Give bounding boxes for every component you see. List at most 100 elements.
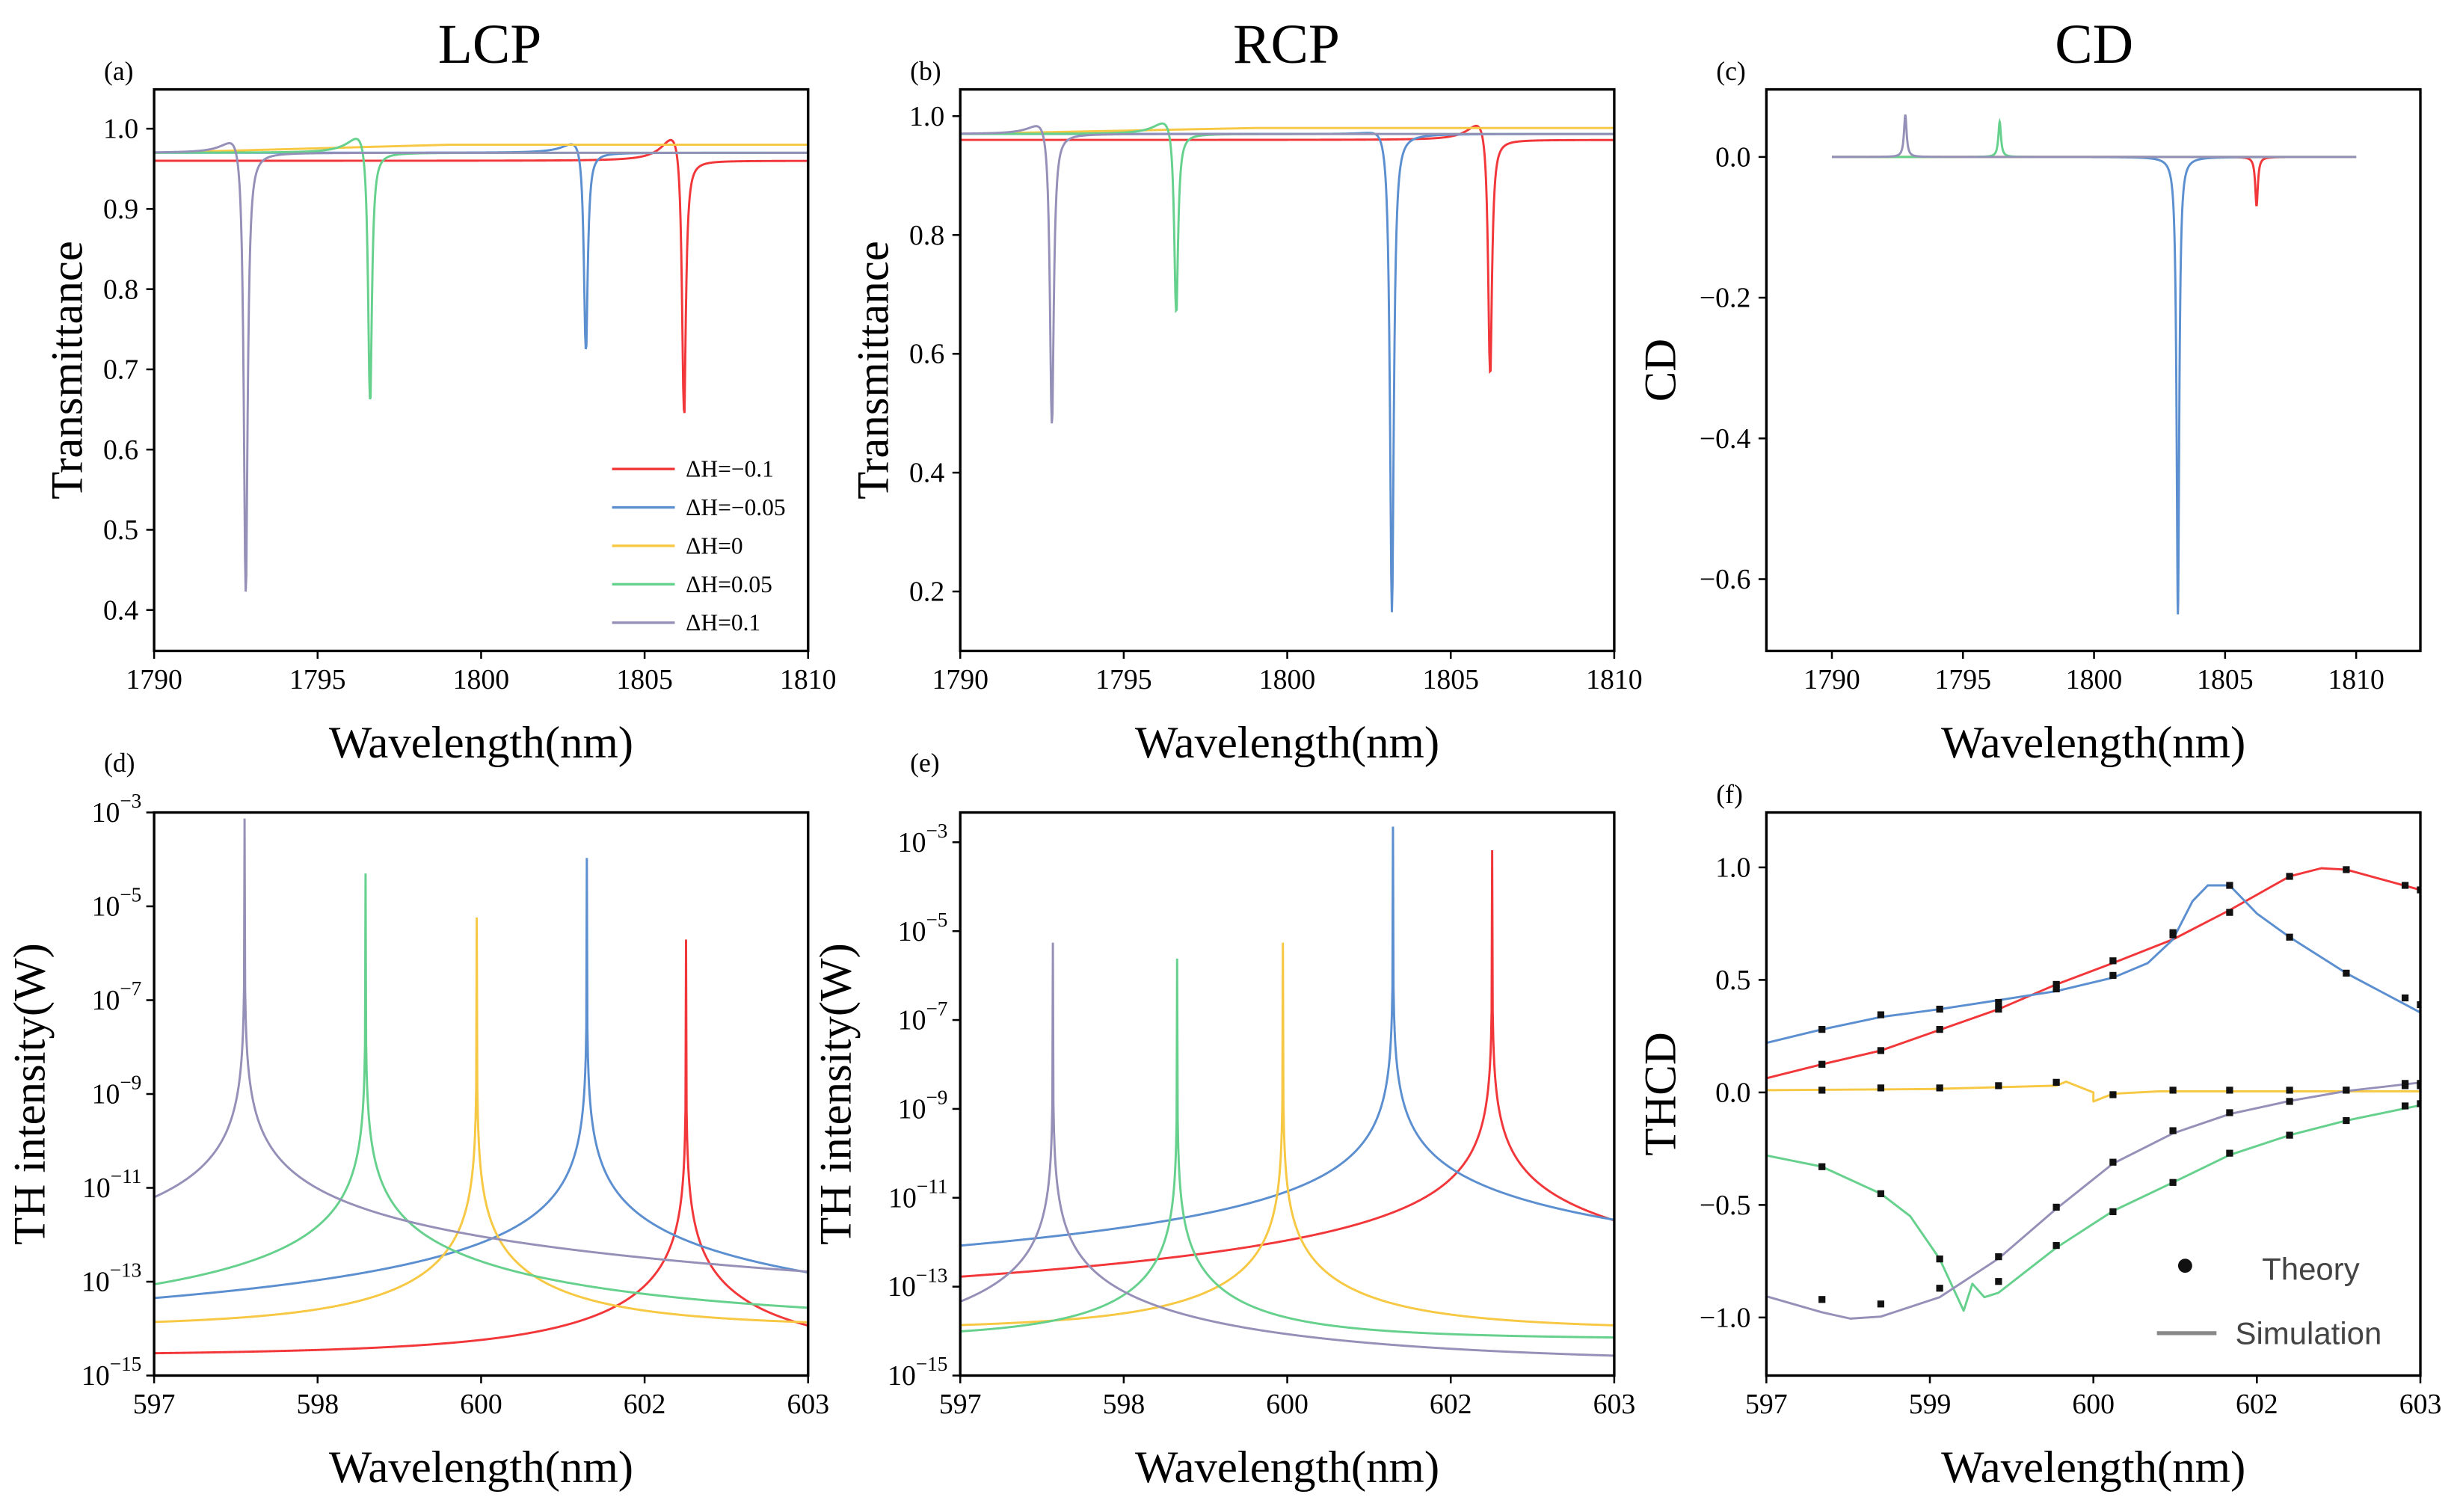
x-tick-label: 597 xyxy=(939,1389,982,1420)
plot-area xyxy=(1831,114,2357,615)
series-line xyxy=(960,122,1614,313)
theory-point xyxy=(2226,1109,2233,1116)
x-tick-label: 600 xyxy=(2072,1389,2115,1420)
plot-area xyxy=(960,122,1614,612)
theory-point xyxy=(2052,985,2060,993)
y-axis-label: Transmittance xyxy=(849,241,899,500)
theory-point xyxy=(1818,1060,1826,1068)
legend: Theory Simulation xyxy=(2156,1252,2381,1351)
theory-point xyxy=(1877,1011,1885,1018)
theory-point xyxy=(2109,1158,2117,1166)
x-axis-label: Wavelength(nm) xyxy=(1135,1442,1439,1493)
x-tick-label: 1795 xyxy=(1935,664,1991,695)
series-line xyxy=(154,873,808,1309)
panel-title: RCP xyxy=(1233,13,1340,76)
legend-label: ΔH=−0.1 xyxy=(686,456,774,482)
x-tick-label: 1800 xyxy=(453,664,510,695)
y-axis-label: CD xyxy=(1636,339,1686,402)
theory-point xyxy=(1936,1285,1943,1292)
x-tick-label: 603 xyxy=(787,1389,829,1420)
x-tick-label: 603 xyxy=(1593,1389,1636,1420)
theory-point xyxy=(1936,1084,1943,1092)
y-tick-label: 10−5 xyxy=(898,909,948,947)
y-tick-label: 1.0 xyxy=(909,101,944,132)
x-tick-label: 600 xyxy=(460,1389,502,1420)
simulation-line xyxy=(1766,884,2421,1045)
x-tick-label: 602 xyxy=(2236,1389,2278,1420)
theory-point xyxy=(2286,1098,2293,1105)
theory-point xyxy=(1877,1084,1885,1092)
theory-point xyxy=(2169,929,2177,936)
y-tick-label: 0.7 xyxy=(103,354,138,386)
x-tick-label: 603 xyxy=(2399,1389,2442,1420)
theory-point xyxy=(2401,994,2409,1002)
theory-point xyxy=(2286,1131,2293,1139)
theory-point xyxy=(2401,882,2409,889)
simulation-line xyxy=(1766,867,2421,1080)
plot-area xyxy=(154,818,808,1355)
x-tick-label: 1800 xyxy=(1259,664,1316,695)
legend-label: ΔH=0.1 xyxy=(686,609,760,636)
series-line xyxy=(960,942,1614,1327)
theory-point xyxy=(1995,998,2002,1007)
theory-point xyxy=(2226,882,2233,889)
theory-point xyxy=(2417,1080,2421,1087)
theory-point xyxy=(2052,980,2060,989)
legend-label: Theory xyxy=(2262,1252,2360,1287)
legend-label: ΔH=0.05 xyxy=(686,571,772,597)
y-tick-label: 0.5 xyxy=(103,514,138,546)
series-line xyxy=(154,939,808,1355)
x-tick-label: 602 xyxy=(1430,1389,1472,1420)
theory-point xyxy=(2226,1149,2233,1157)
y-tick-label: 0.8 xyxy=(909,220,944,251)
theory-point xyxy=(2052,1203,2060,1211)
axes-frame xyxy=(959,811,1616,1377)
theory-point xyxy=(2052,1078,2060,1086)
x-tick-label: 602 xyxy=(624,1389,666,1420)
theory-point xyxy=(2417,1100,2421,1107)
panel-c: 1790 1795 1800 1805 1810 0.0 −0.2 −0.4 −0.6 Wavel… xyxy=(1636,13,2422,768)
theory-point xyxy=(2109,971,2117,980)
y-tick-label: 0.2 xyxy=(909,577,944,608)
x-axis-label: Wavelength(nm) xyxy=(1941,718,2245,768)
theory-point xyxy=(1995,1278,2002,1285)
y-tick-label: 0.0 xyxy=(1715,1077,1750,1108)
x-tick-label: 1795 xyxy=(289,664,346,695)
x-tick-label: 1805 xyxy=(616,664,673,695)
series-line xyxy=(1831,114,2357,159)
series-line xyxy=(960,126,1614,135)
series-line xyxy=(154,138,808,400)
series-line xyxy=(154,818,808,1273)
y-tick-label: 10−13 xyxy=(888,1264,947,1303)
x-tick-label: 1810 xyxy=(2328,664,2384,695)
y-tick-label: −0.6 xyxy=(1700,564,1750,595)
y-tick-label: 10−11 xyxy=(82,1165,141,1204)
theory-point xyxy=(2226,909,2233,916)
x-tick-label: 598 xyxy=(1103,1389,1146,1420)
plot-area xyxy=(960,826,1614,1357)
theory-point xyxy=(1995,1005,2002,1013)
legend: ΔH=−0.1 ΔH=−0.05 ΔH=0 ΔH=0.05 ΔH=0.1 xyxy=(612,456,786,636)
y-tick-label: 10−13 xyxy=(82,1259,141,1298)
plot-area xyxy=(1766,866,2421,1320)
series-line xyxy=(1831,156,2357,615)
series-line xyxy=(154,918,808,1324)
theory-point xyxy=(2401,1102,2409,1110)
theory-point xyxy=(2109,1091,2117,1098)
series-line xyxy=(154,143,808,350)
panel-label: (c) xyxy=(1716,56,1746,86)
y-tick-label: −0.5 xyxy=(1700,1190,1750,1221)
plot-area xyxy=(154,138,808,592)
x-axis-label: Wavelength(nm) xyxy=(1135,718,1439,768)
theory-point xyxy=(2109,957,2117,965)
series-line xyxy=(960,959,1614,1339)
axes-frame xyxy=(153,87,810,653)
panel-b: 1790 1795 1800 1805 1810 0.2 0.4 0.6 0.8 1.0 Wavel… xyxy=(849,13,1643,768)
theory-point xyxy=(2417,886,2421,894)
panel-a: 1790 1795 1800 1805 1810 0.4 0.5 0.6 0.7 0.8 0.9 1.… xyxy=(43,13,837,768)
series-line xyxy=(960,125,1614,424)
theory-point xyxy=(1818,1026,1826,1033)
y-axis-label: TH intensity(W) xyxy=(811,943,861,1245)
y-axis-label: THCD xyxy=(1636,1032,1686,1156)
